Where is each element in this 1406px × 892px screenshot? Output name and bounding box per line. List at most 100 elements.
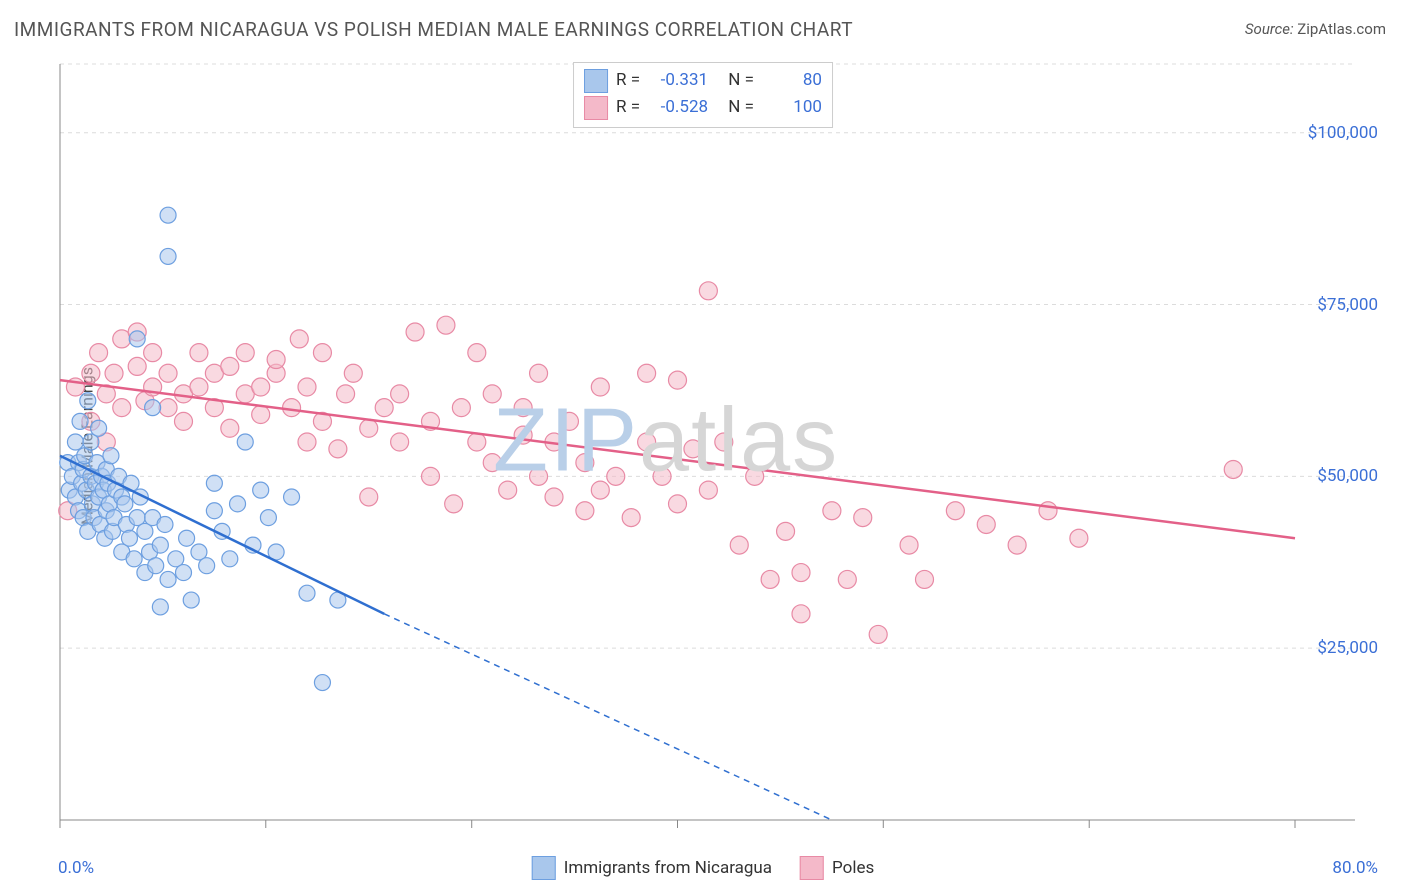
data-point-poles	[607, 467, 625, 485]
data-point-nicaragua	[260, 510, 276, 526]
data-point-nicaragua	[103, 448, 119, 464]
data-point-poles	[159, 399, 177, 417]
data-point-poles	[514, 399, 532, 417]
data-point-poles	[391, 433, 409, 451]
data-point-poles	[730, 536, 748, 554]
series-legend: Immigrants from Nicaragua Poles	[532, 856, 875, 880]
data-point-poles	[360, 419, 378, 437]
gridlines	[60, 64, 1355, 648]
source-attribution: Source: ZipAtlas.com	[1245, 20, 1386, 38]
data-point-nicaragua	[157, 516, 173, 532]
data-point-poles	[792, 564, 810, 582]
data-point-nicaragua	[80, 393, 96, 409]
swatch-poles	[584, 96, 608, 120]
data-point-poles	[499, 481, 517, 499]
data-point-poles	[468, 344, 486, 362]
correlation-legend: R = -0.331 N = 80 R = -0.528 N = 100	[573, 62, 833, 128]
data-point-poles	[329, 440, 347, 458]
data-point-poles	[452, 399, 470, 417]
data-point-nicaragua	[152, 537, 168, 553]
data-point-poles	[1008, 536, 1026, 554]
n-value-nicaragua: 80	[762, 67, 822, 94]
data-point-nicaragua	[299, 585, 315, 601]
data-point-poles	[159, 364, 177, 382]
regression-line-poles	[60, 380, 1295, 538]
data-point-poles	[576, 454, 594, 472]
data-point-poles	[190, 344, 208, 362]
legend-label-nicaragua: Immigrants from Nicaragua	[564, 858, 772, 878]
data-point-nicaragua	[230, 496, 246, 512]
data-point-poles	[105, 364, 123, 382]
data-point-nicaragua	[237, 434, 253, 450]
data-point-poles	[445, 495, 463, 513]
r-value-poles: -0.528	[648, 94, 708, 121]
data-point-poles	[653, 467, 671, 485]
data-point-poles	[576, 502, 594, 520]
data-point-nicaragua	[117, 496, 133, 512]
x-axis-max-label: 80.0%	[1332, 858, 1378, 878]
data-point-poles	[267, 351, 285, 369]
data-point-poles	[360, 488, 378, 506]
data-point-nicaragua	[121, 530, 137, 546]
data-point-poles	[977, 515, 995, 533]
data-point-poles	[761, 570, 779, 588]
data-point-poles	[530, 364, 548, 382]
y-tick-label: $50,000	[1317, 466, 1378, 486]
data-point-nicaragua	[176, 565, 192, 581]
data-point-poles	[669, 495, 687, 513]
legend-item-nicaragua: Immigrants from Nicaragua	[532, 856, 772, 880]
data-point-nicaragua	[253, 482, 269, 498]
data-point-poles	[283, 399, 301, 417]
data-point-poles	[483, 454, 501, 472]
data-point-poles	[298, 378, 316, 396]
data-point-nicaragua	[148, 558, 164, 574]
data-point-poles	[777, 522, 795, 540]
data-point-nicaragua	[284, 489, 300, 505]
data-point-nicaragua	[160, 571, 176, 587]
swatch-nicaragua	[584, 69, 608, 93]
data-point-poles	[468, 433, 486, 451]
legend-item-poles: Poles	[800, 856, 874, 880]
data-point-poles	[699, 481, 717, 499]
data-point-poles	[344, 364, 362, 382]
n-label: N =	[728, 94, 754, 121]
y-tick-label: $100,000	[1308, 123, 1378, 143]
data-point-poles	[792, 605, 810, 623]
data-point-nicaragua	[67, 434, 83, 450]
data-point-poles	[869, 625, 887, 643]
data-point-poles	[638, 364, 656, 382]
data-point-poles	[236, 344, 254, 362]
r-label: R =	[616, 67, 640, 94]
scatter-plot	[35, 50, 1375, 850]
data-point-nicaragua	[222, 551, 238, 567]
y-tick-label: $25,000	[1317, 638, 1378, 658]
legend-row-poles: R = -0.528 N = 100	[584, 94, 822, 121]
data-point-poles	[699, 282, 717, 300]
data-point-poles	[375, 399, 393, 417]
swatch-nicaragua	[532, 856, 556, 880]
data-point-poles	[669, 371, 687, 389]
data-point-poles	[337, 385, 355, 403]
n-value-poles: 100	[762, 94, 822, 121]
legend-label-poles: Poles	[832, 858, 874, 878]
y-tick-label: $75,000	[1317, 295, 1378, 315]
data-point-poles	[638, 433, 656, 451]
data-point-poles	[854, 509, 872, 527]
data-point-poles	[437, 316, 455, 334]
data-point-poles	[1224, 460, 1242, 478]
data-point-nicaragua	[199, 558, 215, 574]
data-point-poles	[545, 488, 563, 506]
axes	[60, 64, 1355, 828]
data-point-poles	[175, 412, 193, 430]
n-label: N =	[728, 67, 754, 94]
data-point-poles	[591, 481, 609, 499]
legend-row-nicaragua: R = -0.331 N = 80	[584, 67, 822, 94]
data-point-poles	[622, 509, 640, 527]
data-point-nicaragua	[160, 207, 176, 223]
chart-title: IMMIGRANTS FROM NICARAGUA VS POLISH MEDI…	[14, 18, 853, 41]
x-axis-min-label: 0.0%	[58, 858, 94, 878]
data-point-poles	[916, 570, 934, 588]
data-point-nicaragua	[72, 413, 88, 429]
data-point-poles	[190, 378, 208, 396]
regression-extrapolation-nicaragua	[384, 614, 832, 820]
